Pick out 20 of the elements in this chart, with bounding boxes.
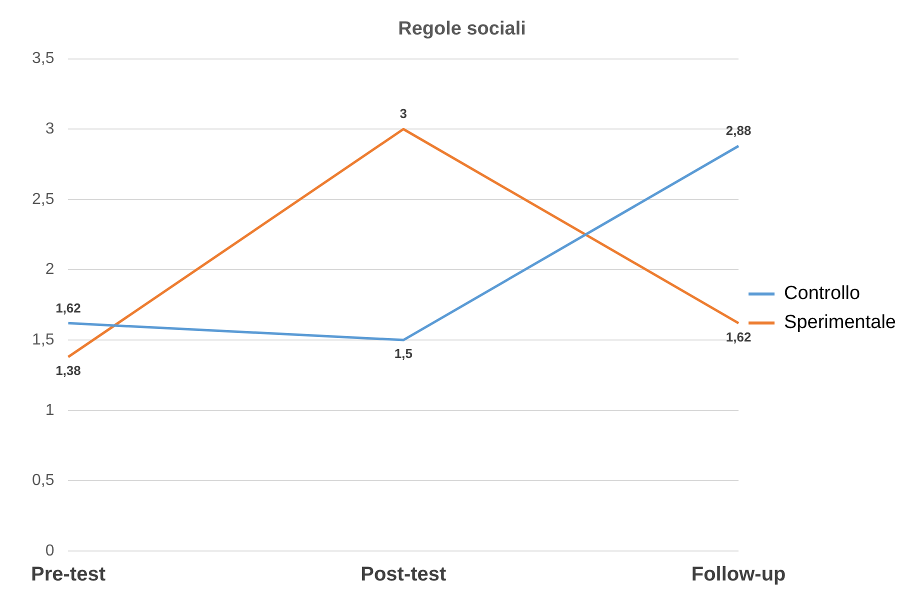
- y-tick-label: 2: [45, 261, 54, 278]
- data-label: 1,38: [56, 363, 81, 378]
- y-tick-label: 1: [45, 402, 54, 419]
- data-label: 3: [400, 106, 408, 122]
- y-tick-label: 3,5: [32, 50, 54, 68]
- x-tick-label: Pre-test: [31, 564, 106, 586]
- y-tick-label: 0: [45, 542, 54, 560]
- y-tick-label: 3: [45, 120, 54, 138]
- x-tick-label: Post-test: [360, 564, 447, 586]
- x-tick-label: Follow-up: [691, 564, 786, 586]
- y-tick-label: 2,5: [32, 190, 54, 208]
- data-label: 1,62: [56, 300, 81, 316]
- data-label: 1,5: [394, 346, 412, 362]
- legend-label: Sperimentale: [784, 312, 896, 334]
- y-tick-label: 1,5: [32, 331, 54, 348]
- legend-label: Controllo: [784, 283, 860, 304]
- chart-title: Regole sociali: [398, 18, 526, 40]
- data-label: 1,62: [726, 329, 752, 344]
- data-label: 2,88: [726, 123, 752, 138]
- y-tick-label: 0,5: [32, 472, 54, 490]
